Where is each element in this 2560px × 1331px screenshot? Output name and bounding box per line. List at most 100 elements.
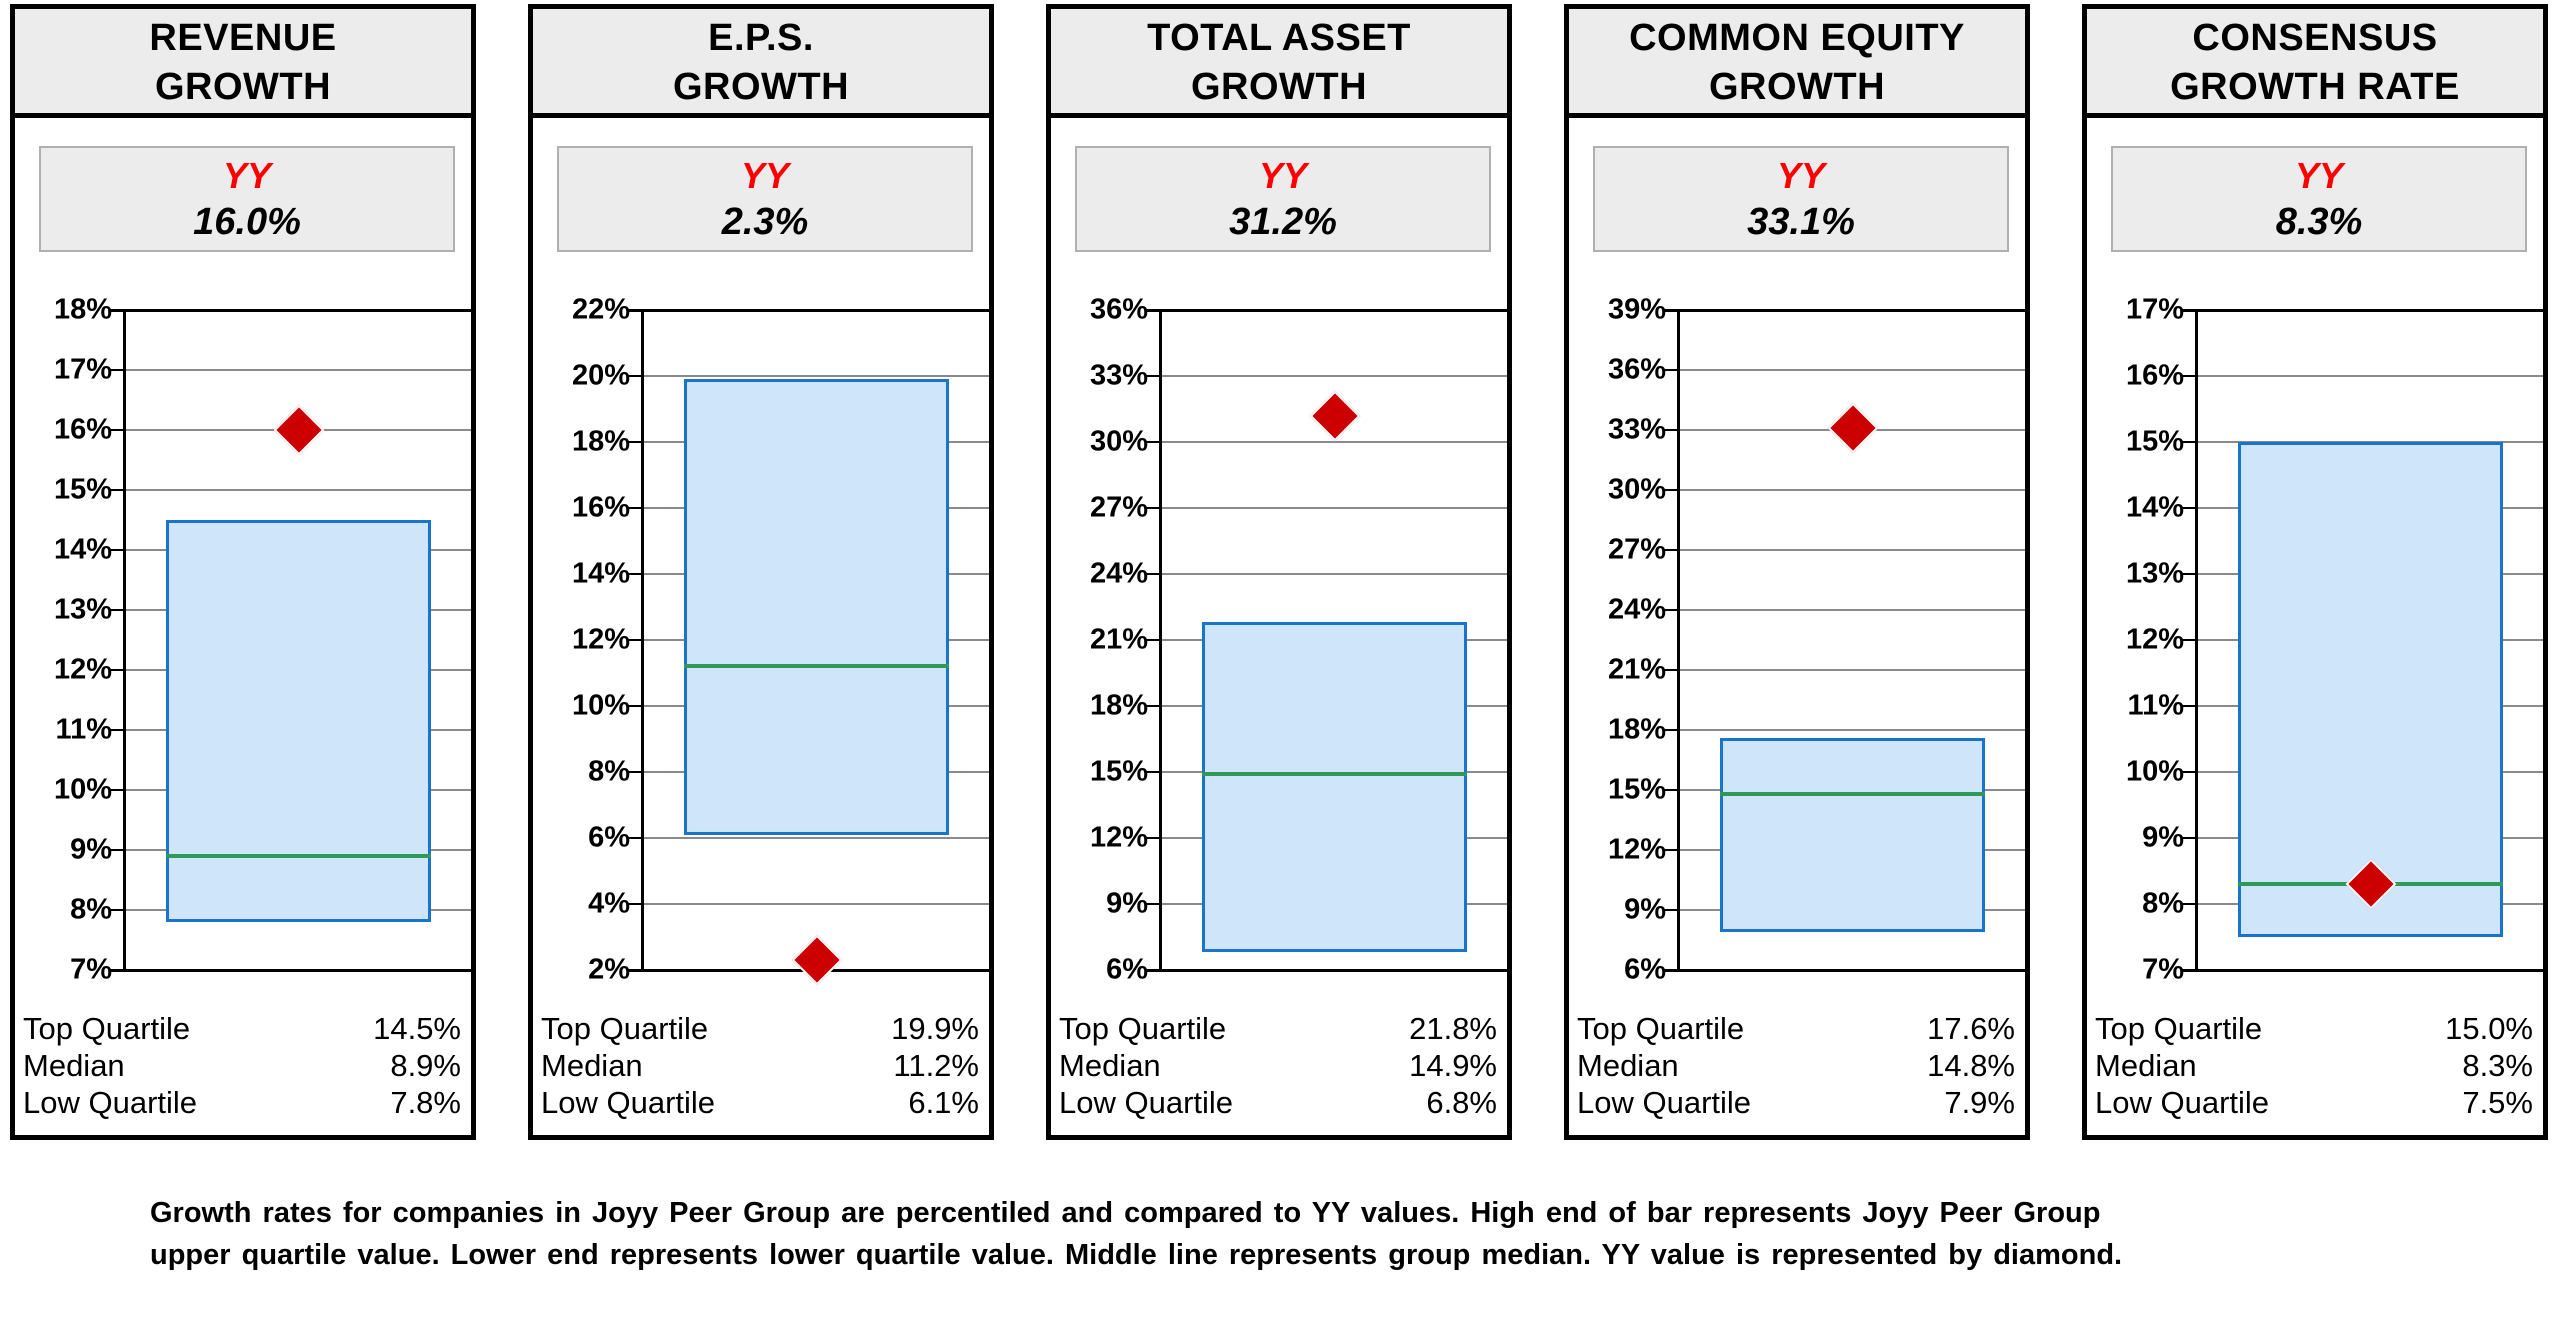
axis-tick-mark [109,369,126,371]
axis-tick-mark [2181,507,2198,509]
axis-tick-mark [109,849,126,851]
axis-tick-label: 8% [2142,887,2184,920]
yy-diamond-marker [1309,390,1371,452]
axis-tick-label: 10% [53,773,112,806]
plot-area: 17% 16% 15% 14% 13% 12% 11% 10% 9% 8% 7% [2126,294,2543,986]
yy-label: YY [740,155,790,196]
panel-header: E.P.S. GROWTH [533,9,989,118]
low-quartile-value: 7.8% [390,1085,461,1120]
quartile-range-bar [1719,738,1986,932]
axis-tick-mark [1145,441,1162,443]
axis-tick-label: 16% [571,491,630,524]
axis-tick-label: 21% [1089,623,1148,656]
axis-tick-mark [627,375,644,377]
quartile-range-bar [683,379,950,835]
axis-tick-mark [627,309,644,312]
axis-tick-label: 11% [2127,689,2184,722]
axis-tick-label: 9% [70,833,112,866]
axis-tick-mark [1663,309,1680,312]
median-label: Median [1059,1048,1161,1083]
axis-tick-mark [1663,489,1680,491]
median-row: Median 14.9% [1059,1047,1497,1084]
axis-tick-mark [1145,507,1162,509]
top-quartile-value: 17.6% [1927,1011,2015,1046]
median-row: Median 11.2% [541,1047,979,1084]
gridline [627,309,989,312]
axis-tick-mark [1145,705,1162,707]
gridline [109,369,471,371]
axis-tick-mark [1663,789,1680,791]
quartile-table: Top Quartile 17.6% Median 14.8% Low Quar… [1577,1010,2015,1121]
gridline [1145,375,1507,377]
quartile-range-bar [2237,442,2504,937]
axis-tick-label: 27% [1089,491,1148,524]
axis-tick-mark [627,969,644,972]
gridline [1663,669,2025,671]
axis-tick-label: 10% [571,689,630,722]
median-label: Median [541,1048,643,1083]
axis-tick-mark [109,729,126,731]
yy-value-box: YY 33.1% [1593,146,2009,252]
axis-tick-mark [1663,909,1680,911]
yy-value: 2.3% [721,201,809,243]
yy-value-box: YY 2.3% [557,146,973,252]
plot-area: 36% 33% 30% 27% 24% 21% 18% 15% 12% 9% 6% [1090,294,1507,986]
median-row: Median 8.3% [2095,1047,2533,1084]
yy-label: YY [1776,155,1826,196]
yy-value: 8.3% [2275,201,2363,243]
panel-header: REVENUE GROWTH [15,9,471,118]
yy-label: YY [2294,155,2344,196]
low-quartile-label: Low Quartile [23,1085,198,1120]
axis-tick-mark [2181,573,2198,575]
axis-tick-mark [2181,969,2198,972]
diamond-icon [273,404,324,456]
top-quartile-label: Top Quartile [1059,1011,1227,1046]
quartile-range-bar [165,520,432,922]
axis-tick-label: 7% [70,953,112,986]
axis-tick-mark [627,639,644,641]
axis-tick-label: 16% [53,413,112,446]
panel-header: TOTAL ASSET GROWTH [1051,9,1507,118]
top-quartile-value: 21.8% [1409,1011,1497,1046]
axis-tick-label: 12% [571,623,630,656]
low-quartile-row: Low Quartile 7.9% [1577,1084,2015,1121]
median-value: 8.9% [390,1048,461,1083]
axis-tick-label: 17% [2125,293,2184,326]
axis-tick-label: 8% [70,893,112,926]
axis-tick-mark [1145,903,1162,905]
axis-tick-label: 6% [1106,953,1148,986]
yy-value-box: YY 16.0% [39,146,455,252]
top-quartile-value: 15.0% [2445,1011,2533,1046]
axis-tick-label: 21% [1607,653,1666,686]
panel-header: CONSENSUS GROWTH RATE [2087,9,2543,118]
top-quartile-label: Top Quartile [1577,1011,1745,1046]
axis-tick-mark [1145,309,1162,312]
axis-tick-label: 6% [588,821,630,854]
axis-tick-label: 9% [2142,821,2184,854]
axis-tick-mark [627,705,644,707]
low-quartile-row: Low Quartile 6.1% [541,1084,979,1121]
axis-tick-label: 6% [1624,953,1666,986]
axis-tick-mark [1663,549,1680,551]
axis-tick-mark [1663,429,1680,431]
axis-tick-label: 24% [1607,593,1666,626]
axis-tick-label: 15% [2125,425,2184,458]
low-quartile-label: Low Quartile [1577,1085,1752,1120]
axis-tick-label: 11% [55,713,112,746]
gridline [109,309,471,312]
axis-tick-label: 22% [571,293,630,326]
top-quartile-row: Top Quartile 19.9% [541,1010,979,1047]
axis-tick-label: 15% [1089,755,1148,788]
yy-diamond-marker [273,404,335,466]
yy-value-box: YY 31.2% [1075,146,1491,252]
axis-tick-mark [2181,639,2198,641]
gridline [627,903,989,905]
axis-tick-mark [1145,837,1162,839]
axis-tick-label: 14% [571,557,630,590]
axis-tick-mark [1663,669,1680,671]
axis-tick-label: 12% [1607,833,1666,866]
top-quartile-row: Top Quartile 21.8% [1059,1010,1497,1047]
top-quartile-value: 19.9% [891,1011,979,1046]
axis-tick-mark [627,441,644,443]
median-label: Median [23,1048,125,1083]
